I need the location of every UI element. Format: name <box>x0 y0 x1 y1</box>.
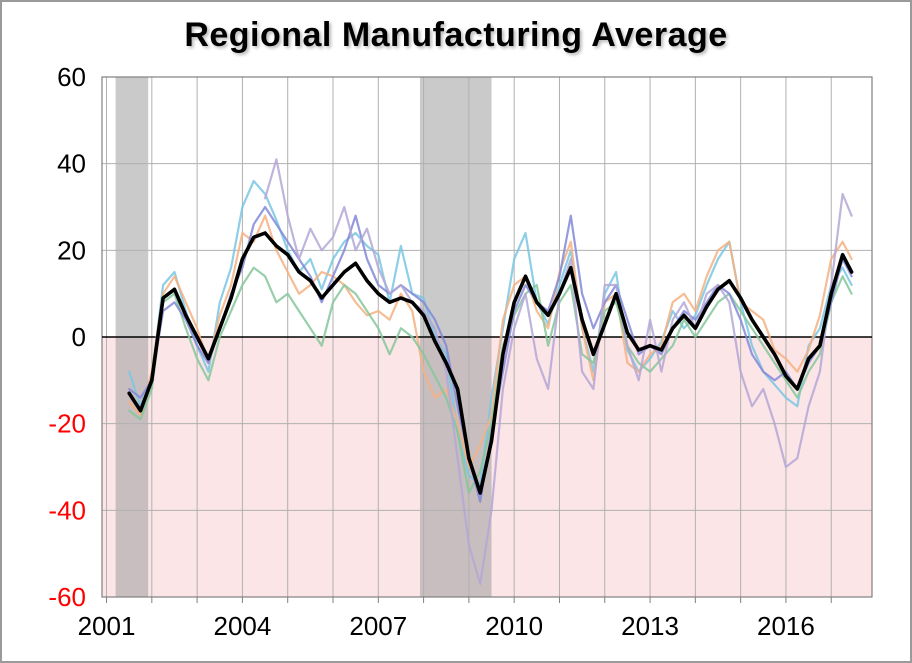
series-lines <box>127 158 854 586</box>
x-tick-label: 2010 <box>485 611 543 641</box>
x-tick-label: 2001 <box>78 611 136 641</box>
y-tick-label: -20 <box>48 409 86 439</box>
x-axis-ticks <box>106 597 832 603</box>
series-line-average-black <box>127 231 854 495</box>
y-tick-label: 60 <box>57 62 86 92</box>
y-tick-label: 0 <box>72 322 86 352</box>
y-tick-label: -60 <box>48 582 86 612</box>
x-tick-label: 2016 <box>757 611 815 641</box>
chart-title: Regional Manufacturing Average <box>184 16 728 54</box>
x-tick-label: 2004 <box>213 611 271 641</box>
x-tick-label: 2007 <box>349 611 407 641</box>
y-tick-label: 40 <box>57 149 86 179</box>
y-tick-label: -40 <box>48 495 86 525</box>
x-tick-label: 2013 <box>621 611 679 641</box>
y-axis-labels: 60 40 20 0 -20 -40 -60 <box>48 62 86 612</box>
series-line-regional-3-green <box>128 266 853 495</box>
x-axis-labels: 2001 2004 2007 2010 2013 2016 <box>78 611 815 641</box>
y-tick-label: 20 <box>57 235 86 265</box>
